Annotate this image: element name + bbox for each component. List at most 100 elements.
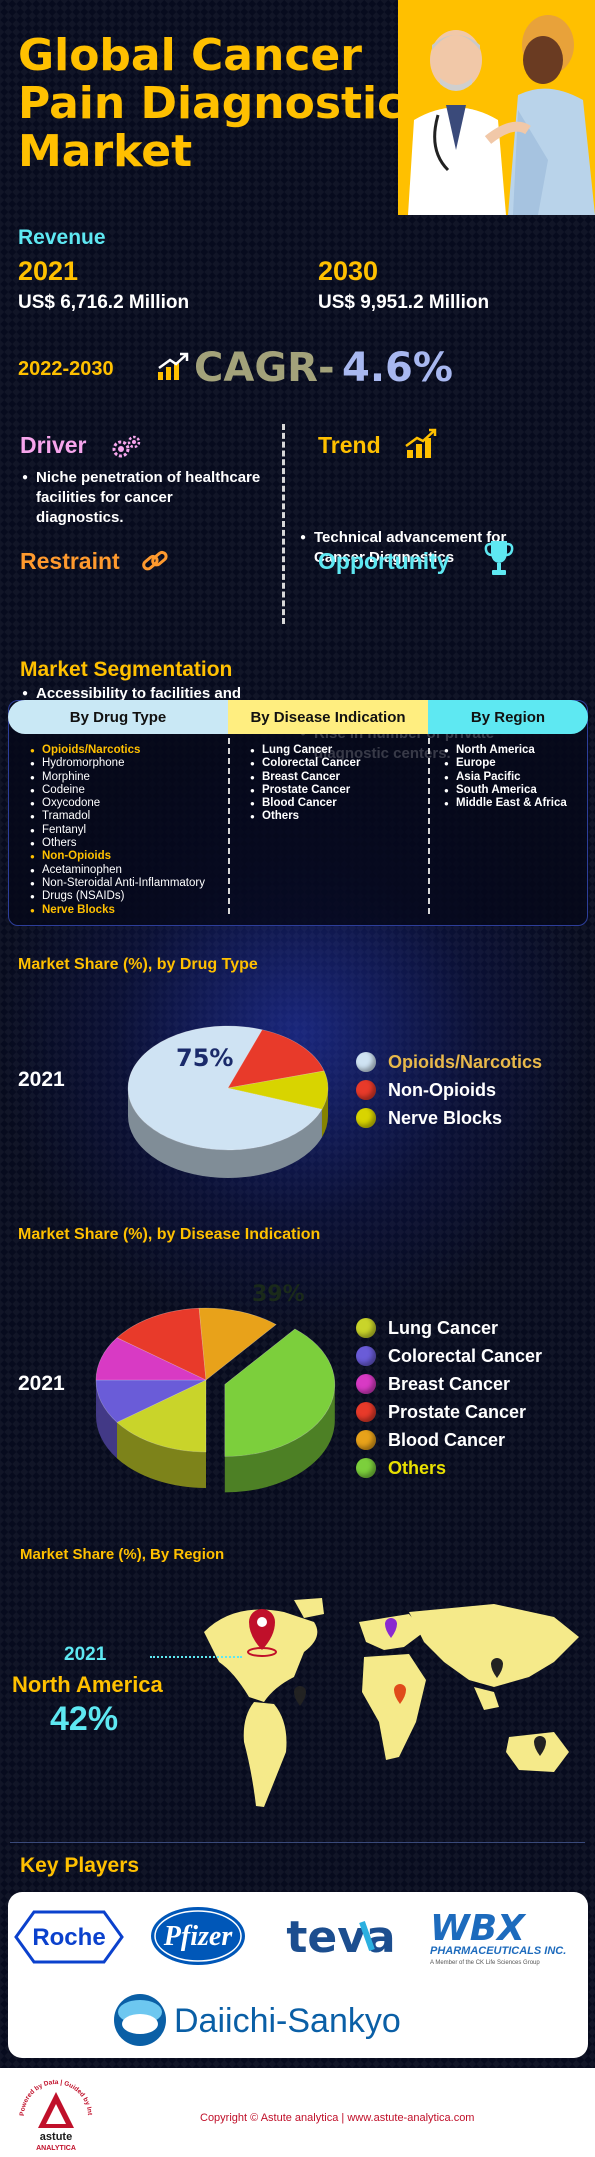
- driver-title: Driver: [20, 432, 87, 458]
- pie-slice-prostate-cancer: [116, 1307, 207, 1381]
- pie-slice-breast-cancer: [95, 1337, 207, 1381]
- daiichi-logo-text: Daiichi-Sankyo: [174, 2002, 401, 2040]
- list-item: Europe: [444, 757, 584, 771]
- list-item: Breast Cancer: [250, 771, 420, 785]
- revenue-year-2021: 2021: [18, 256, 79, 286]
- revenue-year-2030: 2030: [318, 256, 379, 286]
- region-share-year: 2021: [64, 1644, 107, 1665]
- legend-swatch: [356, 1374, 376, 1394]
- world-map: [204, 1598, 579, 1807]
- legend-item: Opioids/Narcotics: [356, 1048, 542, 1076]
- teva-logo: teva: [286, 1912, 395, 1963]
- list-item: Blood Cancer: [250, 797, 420, 811]
- disease-share-heading: Market Share (%), by Disease Indication: [18, 1226, 321, 1243]
- pie-slice-blood-cancer: [198, 1307, 277, 1381]
- key-players-panel: Roche Pfizer teva WBX PHARMACEUTICALS IN…: [8, 1892, 588, 2058]
- legend-item: Non-Opioids: [356, 1076, 542, 1104]
- pie-slice-side-opioids-narcotics: [128, 1088, 322, 1178]
- list-item: Prostate Cancer: [250, 784, 420, 798]
- pie-slice-lung-cancer: [116, 1379, 207, 1453]
- legend-item: Others: [356, 1454, 542, 1482]
- tab-drug-type[interactable]: By Drug Type: [8, 700, 228, 734]
- astute-analytica-logo: Powered by Data | Guided by Intelligence…: [16, 2068, 93, 2152]
- tab-disease-indication-label: By Disease Indication: [250, 708, 406, 726]
- legend-label: Breast Cancer: [388, 1373, 511, 1394]
- drug-share-legend: Opioids/Narcotics Non-Opioids Nerve Blocks: [356, 1048, 542, 1132]
- trophy-icon: [484, 541, 514, 575]
- growth-chart-icon: [405, 428, 437, 458]
- growth-arrow-icon: [158, 352, 189, 380]
- legend-item: Prostate Cancer: [356, 1398, 542, 1426]
- teva-logo-text: teva: [286, 1912, 395, 1963]
- list-item: Opioids/Narcotics: [30, 744, 225, 758]
- tab-disease-indication[interactable]: By Disease Indication: [228, 700, 428, 734]
- pie-slice-nerve-blocks: [227, 1070, 329, 1110]
- legend-label: Blood Cancer: [388, 1429, 506, 1450]
- cagr-period: 2022-2030: [18, 358, 114, 380]
- key-players-divider: [10, 1842, 585, 1843]
- revenue-value-2021: US$ 6,716.2 Million: [18, 292, 190, 313]
- pie-slice-others: [224, 1328, 336, 1457]
- list-item: Morphine: [30, 771, 225, 785]
- drug-type-pie-chart: [127, 1025, 329, 1178]
- segmentation-heading: Market Segmentation: [20, 658, 233, 681]
- copyright-text: Copyright © Astute analytica | www.astut…: [200, 2112, 475, 2124]
- region-list: North AmericaEuropeAsia PacificSouth Ame…: [444, 744, 584, 811]
- driver-text: Niche penetration of healthcare faciliti…: [22, 468, 262, 528]
- wex-logo-text: WBX: [430, 1908, 527, 1949]
- pfizer-logo: Pfizer: [151, 1907, 245, 1965]
- wex-pharmaceuticals-logo: WBX PHARMACEUTICALS INC. A Member of the…: [430, 1908, 566, 1966]
- legend-swatch: [356, 1318, 376, 1338]
- pie-slice-side-others: [224, 1384, 335, 1493]
- list-item: Codeine: [30, 784, 225, 798]
- legend-label: Colorectal Cancer: [388, 1345, 543, 1366]
- region-leader-line: [150, 1656, 242, 1658]
- list-item: Non-Opioids: [30, 850, 225, 864]
- astute-logo-text: astute: [40, 2131, 72, 2143]
- list-item: Nerve Blocks: [30, 904, 225, 918]
- region-share-name: North America: [12, 1672, 163, 1697]
- legend-item: Breast Cancer: [356, 1370, 542, 1398]
- tab-region-label: By Region: [470, 708, 546, 726]
- pie-slice-side-nerve-blocks: [321, 1088, 328, 1138]
- trend-title: Trend: [318, 432, 381, 458]
- disease-share-legend: Lung Cancer Colorectal Cancer Breast Cance…: [356, 1314, 542, 1482]
- title-line-2: Pain Diagnostics: [18, 78, 430, 129]
- tab-region[interactable]: By Region: [428, 700, 588, 734]
- pie-slice-non-opioids: [227, 1029, 325, 1089]
- disease-pie-chart: [95, 1307, 336, 1493]
- list-item: Non-Steroidal Anti-Inflammatory: [30, 877, 225, 891]
- legend-swatch: [356, 1458, 376, 1478]
- title-line-1: Global Cancer: [18, 30, 362, 81]
- list-item: Others: [30, 837, 225, 851]
- title-line-3: Market: [18, 126, 193, 177]
- revenue-value-2030: US$ 9,951.2 Million: [318, 292, 490, 313]
- roche-logo-text: Roche: [32, 1924, 105, 1951]
- opportunity-title: Opportunity: [318, 548, 450, 574]
- list-item: South America: [444, 784, 584, 798]
- legend-swatch: [356, 1080, 376, 1100]
- pie-slice-colorectal-cancer: [95, 1379, 207, 1423]
- legend-label: Others: [388, 1457, 447, 1478]
- legend-item: Blood Cancer: [356, 1426, 542, 1454]
- restraint-title: Restraint: [20, 548, 120, 574]
- legend-swatch: [356, 1430, 376, 1450]
- astute-logo-subtext: ANALYTICA: [36, 2145, 76, 2152]
- roche-logo: Roche: [14, 1910, 124, 1964]
- list-item: Others: [250, 810, 420, 824]
- location-pins: [247, 1609, 546, 1756]
- legend-item: Nerve Blocks: [356, 1104, 542, 1132]
- chain-link-icon: [142, 550, 168, 571]
- key-players-heading: Key Players: [20, 1854, 140, 1877]
- legend-label: Nerve Blocks: [388, 1107, 503, 1128]
- quadrant-divider: [282, 424, 285, 624]
- legend-swatch: [356, 1402, 376, 1422]
- legend-swatch: [356, 1052, 376, 1072]
- legend-label: Prostate Cancer: [388, 1401, 527, 1422]
- doctor-patient-illustration: [398, 0, 595, 215]
- cagr-value: 4.6%: [342, 345, 453, 391]
- disease-share-callout: 39%: [252, 1282, 305, 1307]
- cagr-label: CAGR-: [194, 345, 335, 391]
